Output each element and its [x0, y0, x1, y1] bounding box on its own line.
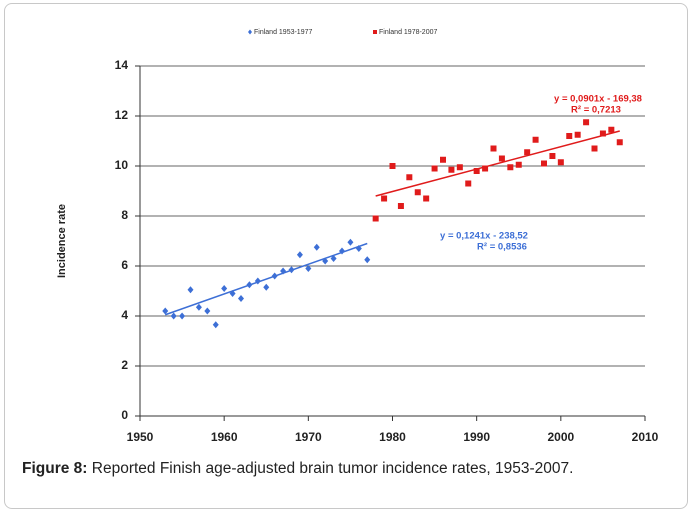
point: [288, 266, 295, 274]
y-tick-label: 12: [115, 108, 129, 122]
point: [608, 126, 615, 133]
point: [524, 149, 531, 156]
point: [566, 133, 573, 139]
trendline: [375, 130, 620, 197]
point: [490, 145, 497, 152]
point: [221, 285, 228, 292]
point: [355, 245, 362, 252]
y-tick-label: 2: [121, 358, 128, 372]
point: [347, 238, 354, 246]
point: [179, 312, 186, 320]
trendline-equation: R² = 0,8536: [477, 242, 527, 253]
point: [339, 247, 345, 255]
caption-label: Figure 8:: [22, 460, 88, 477]
y-tick-label: 0: [121, 408, 128, 422]
point: [532, 136, 539, 143]
point: [187, 286, 194, 294]
point: [389, 163, 396, 169]
point: [372, 215, 379, 222]
y-tick-label: 6: [121, 258, 128, 272]
point: [414, 189, 421, 196]
point: [322, 257, 329, 265]
point: [271, 272, 278, 280]
point: [448, 166, 455, 173]
y-tick-label: 8: [121, 208, 128, 222]
point: [263, 283, 270, 291]
point: [296, 251, 303, 259]
y-axis-label: Incidence rate: [56, 204, 68, 278]
y-tick-label: 10: [115, 158, 129, 172]
legend-label: Finland 1978-2007: [379, 29, 437, 36]
point: [440, 156, 446, 163]
caption-text: Reported Finish age-adjusted brain tumor…: [91, 460, 574, 477]
trendline: [165, 242, 368, 316]
point: [549, 153, 556, 159]
x-tick-label: 1970: [295, 430, 322, 444]
point: [229, 290, 236, 297]
point: [162, 307, 169, 315]
point: [616, 139, 623, 146]
point: [397, 203, 404, 209]
legend-marker: [373, 30, 377, 34]
point: [431, 165, 438, 172]
point: [482, 165, 489, 172]
point: [507, 164, 514, 171]
point: [473, 168, 480, 174]
point: [254, 277, 261, 285]
y-tick-label: 14: [115, 58, 129, 72]
trendline-equation: R² = 0,7213: [571, 105, 621, 116]
point: [515, 161, 522, 168]
point: [246, 281, 253, 289]
point: [557, 159, 564, 166]
point: [406, 174, 413, 181]
point: [423, 195, 430, 202]
point: [498, 155, 505, 162]
point: [465, 180, 472, 187]
point: [381, 195, 388, 202]
legend-label: Finland 1953-1977: [254, 29, 312, 36]
trendline-equation: y = 0,0901x - 169,38: [554, 94, 642, 105]
legend-marker: [248, 29, 252, 35]
point: [330, 255, 337, 262]
point: [313, 243, 320, 251]
point: [212, 321, 219, 329]
point: [238, 295, 244, 302]
point: [195, 303, 202, 311]
x-tick-label: 1990: [463, 430, 490, 444]
trendline-equation: y = 0,1241x - 238,52: [440, 231, 528, 242]
point: [364, 256, 371, 264]
chart: Incidence rate 0 2 4 6 8 10 12 14 1950 1960 1970 19…: [56, 29, 659, 444]
x-tick-label: 1980: [379, 430, 406, 444]
figure-frame: [4, 3, 688, 509]
point: [599, 130, 606, 137]
point: [574, 131, 581, 138]
point: [583, 119, 590, 126]
point: [541, 160, 547, 167]
x-tick-label: 1960: [211, 430, 238, 444]
point: [204, 307, 211, 315]
caption: Figure 8: Reported Finish age-adjusted b…: [22, 458, 662, 479]
point: [591, 145, 598, 152]
point: [280, 267, 287, 275]
x-tick-label: 2010: [632, 430, 659, 444]
point: [170, 312, 177, 320]
point: [456, 164, 463, 171]
x-tick-label: 2000: [547, 430, 574, 444]
x-tick-label: 1950: [127, 430, 154, 444]
point: [305, 265, 312, 272]
y-tick-label: 4: [121, 308, 128, 322]
